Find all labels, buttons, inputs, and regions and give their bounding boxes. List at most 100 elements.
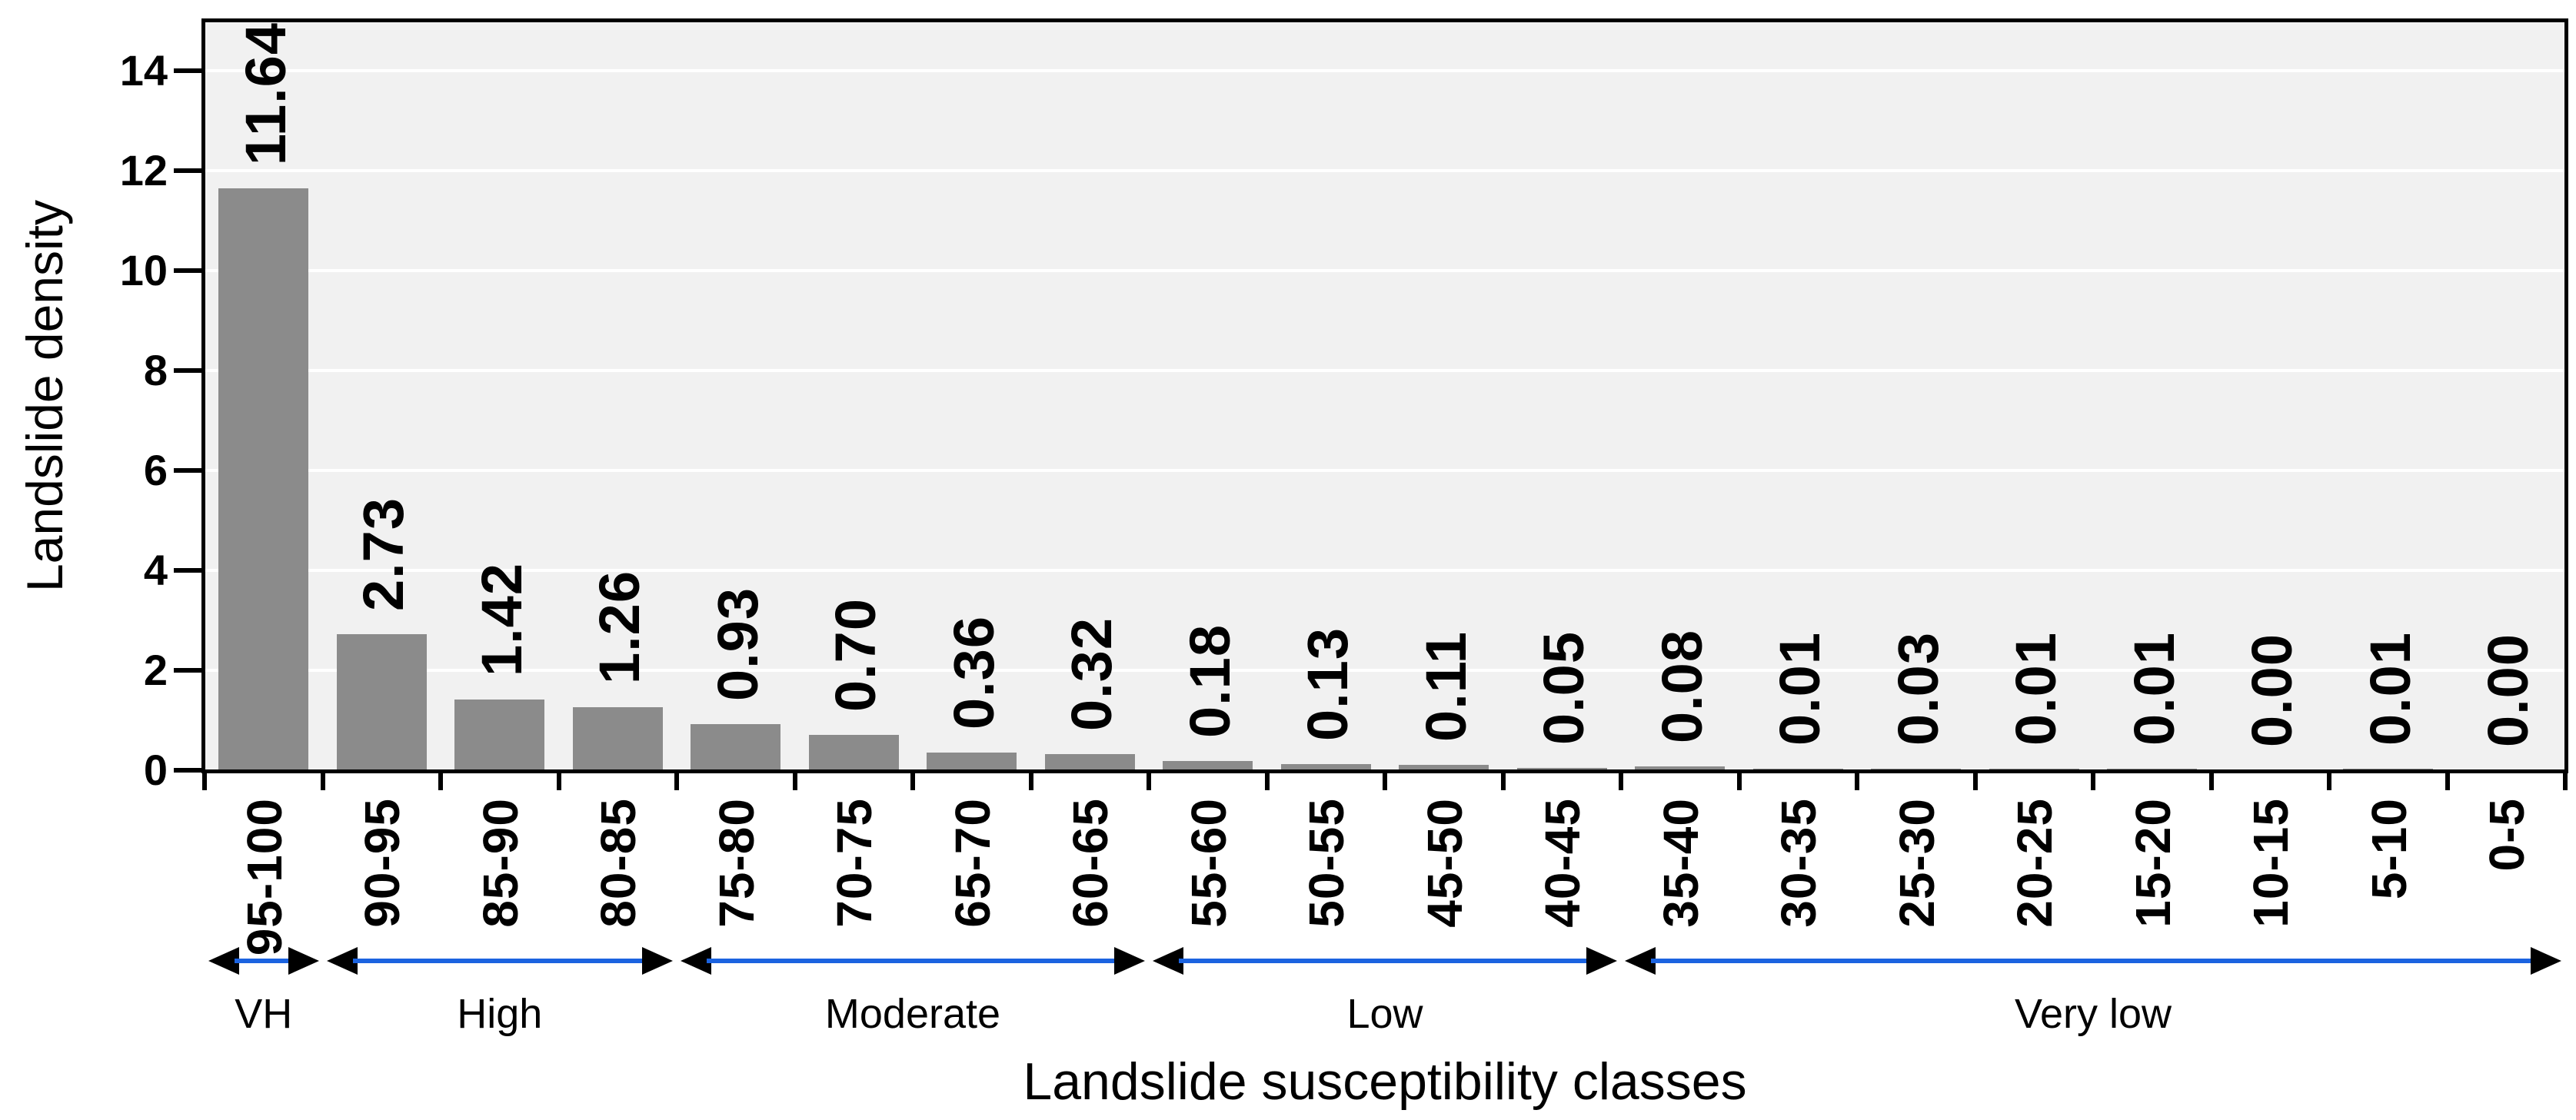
grid-line (205, 669, 2565, 672)
y-axis-tick (174, 168, 205, 173)
bar (927, 753, 1017, 770)
class-arrow (681, 947, 1145, 975)
x-category-label: 35-40 (1652, 798, 1709, 928)
bar (1752, 769, 1843, 770)
bar-value-label: 11.64 (233, 22, 298, 165)
x-category-label: 95-100 (236, 798, 292, 956)
x-category-label: 0-5 (2479, 798, 2535, 872)
x-axis-tick (556, 770, 561, 790)
bar (218, 188, 309, 770)
x-axis-tick (1619, 770, 1623, 790)
bar (454, 700, 545, 770)
x-category-label: 25-30 (1889, 798, 1945, 928)
x-category-label: 30-35 (1771, 798, 1827, 928)
y-axis-tick-label: 14 (119, 46, 168, 95)
bar-value-label: 0.00 (2476, 633, 2541, 747)
bar-value-label: 0.08 (1649, 629, 1714, 743)
x-axis-tick (2091, 770, 2095, 790)
grid-line (205, 369, 2565, 372)
bar-value-label: 1.42 (469, 562, 534, 676)
y-axis-tick (174, 268, 205, 273)
x-axis-tick (674, 770, 679, 790)
x-axis-tick (1028, 770, 1033, 790)
bar (1280, 764, 1371, 770)
bar (1635, 766, 1726, 770)
arrowhead-left-icon (326, 947, 358, 975)
arrow-line (707, 959, 1119, 963)
x-axis-tick (1264, 770, 1270, 790)
bar-value-label: 0.03 (1885, 631, 1950, 746)
class-label: Low (1346, 991, 1423, 1037)
x-category-label: 85-90 (472, 798, 528, 928)
bar-value-label: 0.11 (1413, 631, 1478, 742)
x-category-label: 10-15 (2243, 798, 2299, 928)
bar-value-label: 0.01 (2004, 631, 2068, 746)
bar-value-label: 0.18 (1177, 623, 1242, 738)
bar-value-label: 1.26 (587, 570, 652, 684)
class-label: Very low (2014, 991, 2172, 1037)
x-category-label: 20-25 (2007, 798, 2063, 928)
class-arrow (1625, 947, 2561, 975)
x-category-label: 65-70 (944, 798, 1000, 928)
grid-line (205, 469, 2565, 472)
bar (2343, 769, 2434, 770)
bar-value-label: 0.70 (824, 597, 888, 712)
arrow-line (235, 959, 293, 963)
x-axis-tick (438, 770, 443, 790)
x-axis-tick (2208, 770, 2214, 790)
class-label: High (457, 991, 543, 1037)
bar (808, 735, 899, 770)
class-arrow (326, 947, 673, 975)
x-axis-tick (1383, 770, 1387, 790)
y-axis-tick (174, 768, 205, 773)
arrowhead-right-icon (1114, 947, 1145, 975)
grid-line (205, 569, 2565, 572)
arrowhead-left-icon (1625, 947, 1656, 975)
x-category-label: 70-75 (827, 798, 883, 928)
y-axis-tick (174, 568, 205, 573)
x-axis-tick (1500, 770, 1506, 790)
x-axis-tick (320, 770, 325, 790)
arrowhead-right-icon (288, 947, 319, 975)
bar-value-label: 0.93 (705, 587, 770, 701)
bar (1989, 769, 2079, 770)
x-axis-tick (202, 770, 207, 790)
y-axis-tick-label: 8 (143, 346, 168, 394)
x-category-label: 90-95 (354, 798, 411, 928)
x-category-label: 45-50 (1416, 798, 1473, 928)
x-axis-tick (792, 770, 797, 790)
x-category-label: 55-60 (1180, 798, 1236, 928)
x-category-label: 5-10 (2361, 798, 2417, 900)
bar-value-label: 0.32 (1060, 616, 1124, 731)
y-axis-tick (174, 468, 205, 473)
x-category-label: 80-85 (591, 798, 647, 928)
bar-value-label: 0.00 (2240, 633, 2305, 747)
y-axis-tick-label: 12 (119, 146, 168, 194)
y-axis-tick-label: 6 (143, 446, 168, 494)
x-axis-tick (2445, 770, 2450, 790)
arrowhead-right-icon (2531, 947, 2561, 975)
x-axis-tick (2563, 770, 2568, 790)
arrow-line (352, 959, 647, 963)
grid-line (205, 269, 2565, 272)
bar (1516, 768, 1607, 770)
x-axis-title: Landslide susceptibility classes (1023, 1052, 1747, 1111)
x-category-label: 40-45 (1535, 798, 1591, 928)
arrowhead-left-icon (208, 947, 239, 975)
arrowhead-right-icon (642, 947, 673, 975)
x-category-label: 15-20 (2125, 798, 2181, 928)
bar (1871, 769, 1962, 770)
arrowhead-left-icon (1153, 947, 1183, 975)
bar-value-label: 0.01 (2358, 631, 2422, 746)
bar (1044, 754, 1135, 770)
plot-area-background (205, 22, 2565, 770)
x-axis-tick (1147, 770, 1151, 790)
bar-value-label: 0.13 (1296, 626, 1360, 741)
arrow-line (1179, 959, 1591, 963)
x-axis-tick (1855, 770, 1859, 790)
y-axis-tick-label: 4 (143, 546, 168, 594)
class-arrow (208, 947, 319, 975)
y-axis-tick-label: 10 (119, 246, 168, 294)
y-axis-tick-label: 2 (143, 646, 168, 694)
